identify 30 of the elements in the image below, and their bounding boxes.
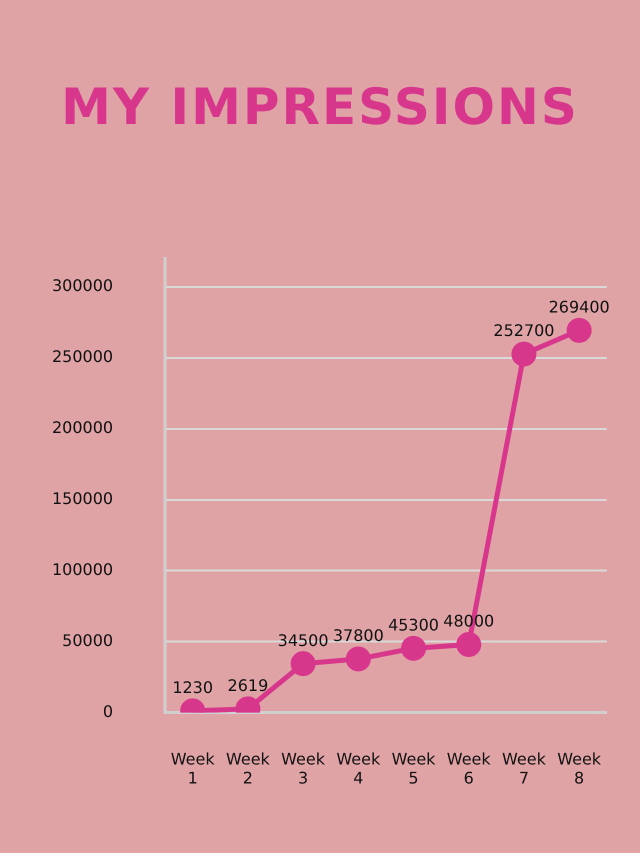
- data-label: 252700: [493, 321, 554, 340]
- x-tick-label: Week 3: [281, 749, 326, 788]
- y-tick-label: 250000: [52, 347, 114, 366]
- x-tick-label: Week 8: [557, 749, 602, 788]
- x-tick-label: Week 1: [170, 749, 216, 788]
- x-tick-label: Week 7: [502, 749, 547, 788]
- chart-title: MY IMPRESSIONS: [60, 78, 580, 136]
- point: [456, 632, 482, 657]
- point: [290, 651, 316, 676]
- y-tick-label: 300000: [52, 276, 114, 296]
- data-label: 45300: [388, 615, 439, 634]
- y-tick-label: 0: [102, 702, 114, 721]
- data-label: 37800: [332, 626, 384, 646]
- data-label: 48000: [443, 612, 494, 631]
- point: [346, 646, 371, 672]
- y-tick-label: 100000: [52, 560, 114, 579]
- x-tick-label: Week 2: [226, 749, 271, 788]
- x-tick-label: Week 5: [392, 749, 436, 788]
- x-tick-label: Week 4: [336, 749, 381, 788]
- data-label: 34500: [278, 630, 329, 650]
- data-label: 2619: [228, 676, 268, 696]
- x-tick-label: Week 6: [446, 749, 492, 788]
- data-label: 1230: [172, 678, 214, 698]
- point: [401, 636, 426, 661]
- y-tick-label: 150000: [52, 488, 114, 508]
- y-tick-label: 200000: [52, 418, 114, 438]
- point: [566, 318, 592, 343]
- point: [511, 342, 536, 367]
- y-tick-label: 50000: [62, 630, 114, 650]
- data-label: 269400: [548, 298, 610, 317]
